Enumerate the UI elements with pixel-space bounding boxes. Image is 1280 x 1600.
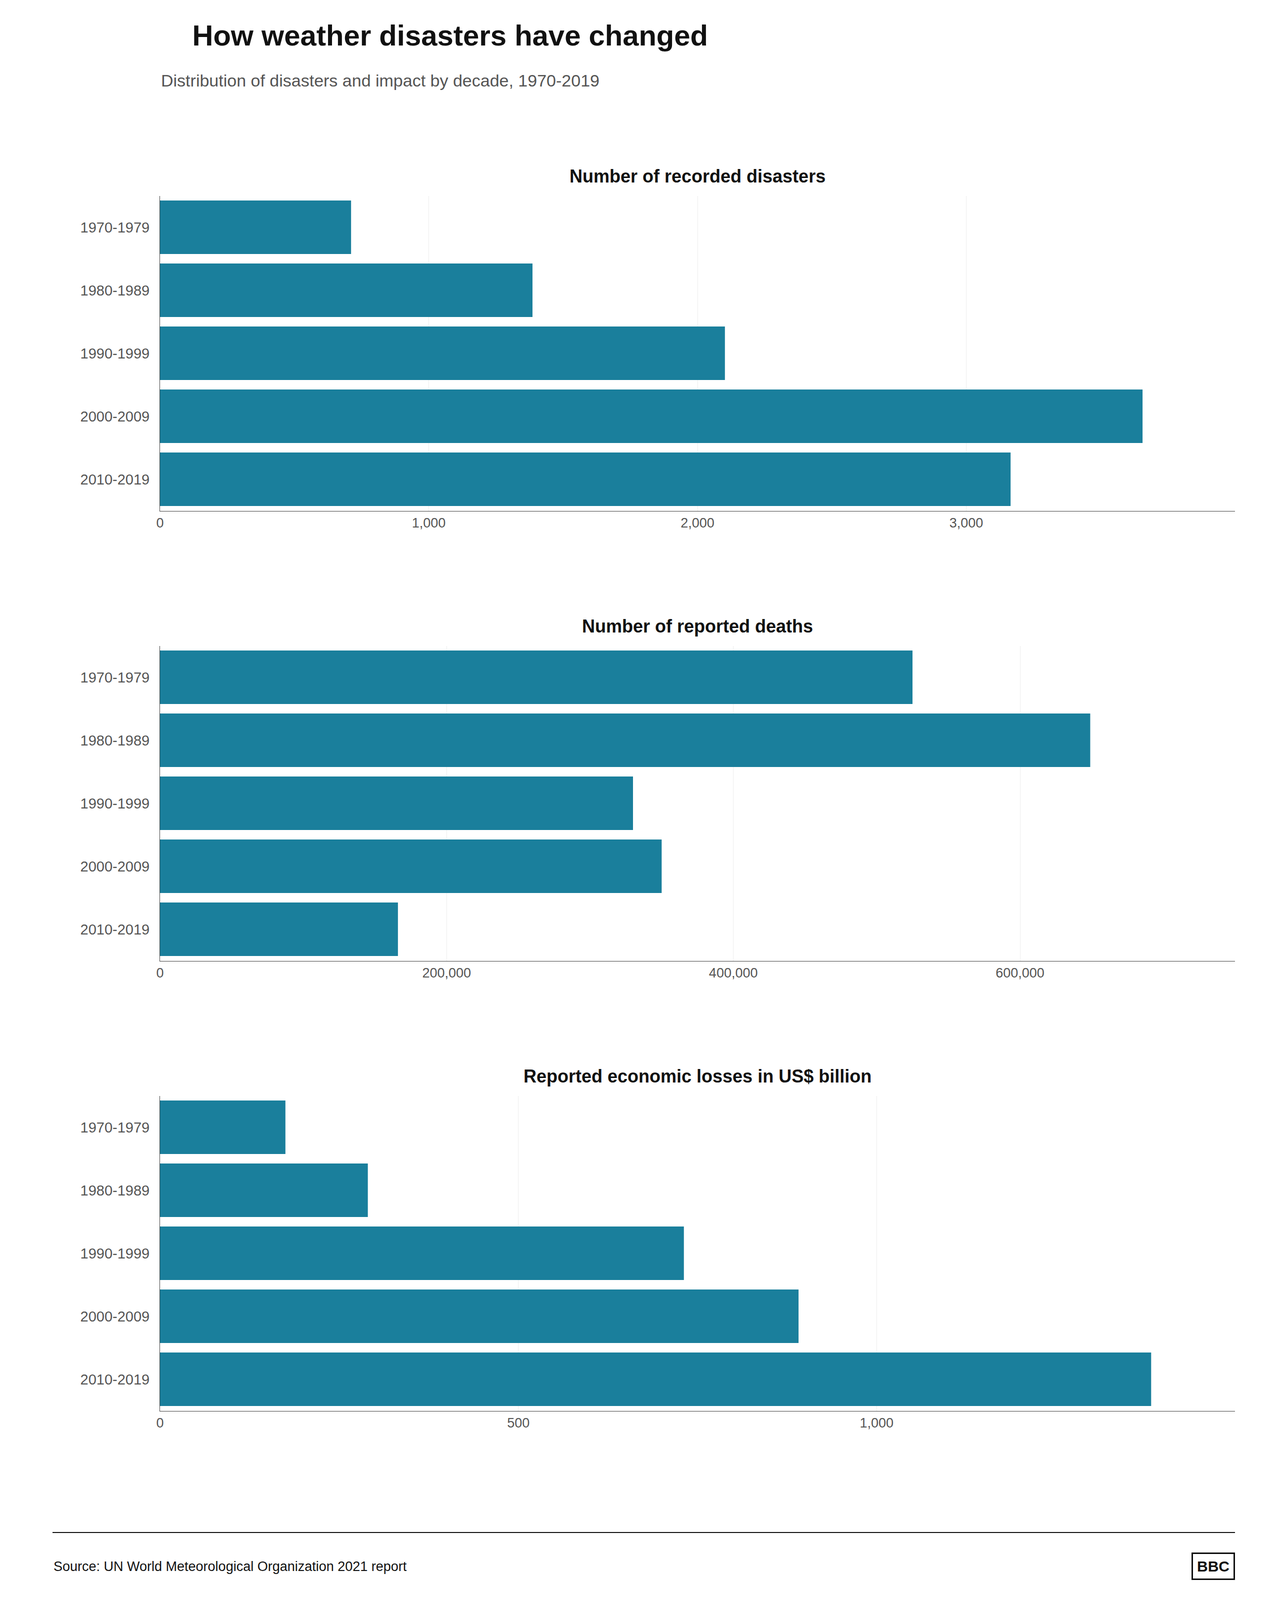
svg-text:How weather disasters have cha: How weather disasters have changed — [192, 19, 708, 52]
svg-text:600,000: 600,000 — [995, 965, 1045, 981]
svg-text:1990-1999: 1990-1999 — [80, 345, 150, 362]
svg-text:1970-1979: 1970-1979 — [80, 219, 150, 236]
svg-text:Number of reported deaths: Number of reported deaths — [582, 616, 813, 637]
svg-text:400,000: 400,000 — [709, 965, 758, 981]
svg-text:0: 0 — [156, 965, 164, 981]
svg-text:Reported economic losses in US: Reported economic losses in US$ billion — [523, 1066, 872, 1087]
svg-text:2010-2019: 2010-2019 — [80, 921, 150, 938]
svg-text:0: 0 — [156, 515, 164, 531]
svg-text:2,000: 2,000 — [680, 515, 715, 531]
svg-text:1980-1989: 1980-1989 — [80, 1182, 150, 1199]
svg-text:Distribution of disasters and: Distribution of disasters and impact by … — [161, 71, 600, 90]
svg-text:1,000: 1,000 — [412, 515, 446, 531]
svg-text:2000-2009: 2000-2009 — [80, 1308, 150, 1325]
svg-text:1990-1999: 1990-1999 — [80, 1245, 150, 1262]
svg-text:2000-2009: 2000-2009 — [80, 858, 150, 875]
svg-text:2010-2019: 2010-2019 — [80, 1371, 150, 1388]
svg-text:1980-1989: 1980-1989 — [80, 732, 150, 749]
svg-text:Number of recorded disasters: Number of recorded disasters — [569, 166, 826, 187]
svg-text:500: 500 — [507, 1415, 530, 1431]
svg-text:2010-2019: 2010-2019 — [80, 471, 150, 488]
svg-text:1990-1999: 1990-1999 — [80, 795, 150, 812]
svg-text:Source: UN World Meteorologica: Source: UN World Meteorological Organiza… — [53, 1559, 407, 1574]
svg-text:3,000: 3,000 — [949, 515, 984, 531]
svg-text:1980-1989: 1980-1989 — [80, 282, 150, 299]
svg-text:1970-1979: 1970-1979 — [80, 669, 150, 686]
svg-text:0: 0 — [156, 1415, 164, 1431]
svg-text:2000-2009: 2000-2009 — [80, 408, 150, 425]
svg-text:1,000: 1,000 — [860, 1415, 894, 1431]
svg-text:1970-1979: 1970-1979 — [80, 1119, 150, 1136]
svg-text:BBC: BBC — [1197, 1558, 1230, 1575]
svg-text:200,000: 200,000 — [422, 965, 472, 981]
